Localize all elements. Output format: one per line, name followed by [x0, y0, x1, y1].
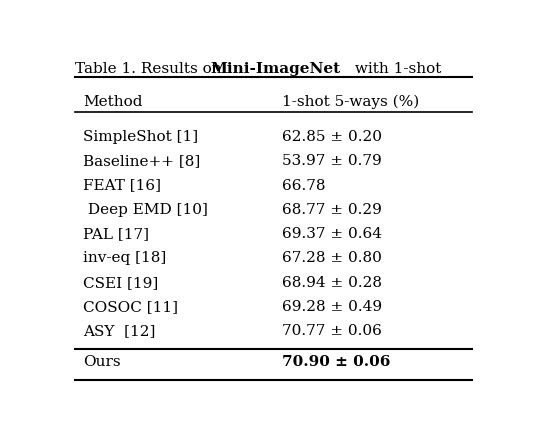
Text: 68.77 ± 0.29: 68.77 ± 0.29	[282, 203, 382, 217]
Text: SimpleShot [1]: SimpleShot [1]	[83, 130, 199, 144]
Text: FEAT [16]: FEAT [16]	[83, 178, 161, 193]
Text: 68.94 ± 0.28: 68.94 ± 0.28	[282, 276, 382, 290]
Text: COSOC [11]: COSOC [11]	[83, 300, 178, 314]
Text: ASY  [12]: ASY [12]	[83, 324, 156, 338]
Text: 66.78: 66.78	[282, 178, 325, 193]
Text: Ours: Ours	[83, 355, 121, 369]
Text: CSEI [19]: CSEI [19]	[83, 276, 159, 290]
Text: inv-eq [18]: inv-eq [18]	[83, 251, 167, 265]
Text: 1-shot 5-ways (%): 1-shot 5-ways (%)	[282, 95, 419, 109]
Text: PAL [17]: PAL [17]	[83, 227, 150, 241]
Text: Mini-ImageNet: Mini-ImageNet	[211, 62, 341, 76]
Text: 67.28 ± 0.80: 67.28 ± 0.80	[282, 251, 382, 265]
Text: Deep EMD [10]: Deep EMD [10]	[83, 203, 208, 217]
Text: 62.85 ± 0.20: 62.85 ± 0.20	[282, 130, 382, 144]
Text: 69.37 ± 0.64: 69.37 ± 0.64	[282, 227, 382, 241]
Text: with 1-shot: with 1-shot	[350, 62, 442, 76]
Text: 53.97 ± 0.79: 53.97 ± 0.79	[282, 154, 382, 168]
Text: 69.28 ± 0.49: 69.28 ± 0.49	[282, 300, 382, 314]
Text: 70.90 ± 0.06: 70.90 ± 0.06	[282, 355, 390, 369]
Text: 70.77 ± 0.06: 70.77 ± 0.06	[282, 324, 382, 338]
Text: Table 1. Results on: Table 1. Results on	[75, 62, 226, 76]
Text: Baseline++ [8]: Baseline++ [8]	[83, 154, 201, 168]
Text: Method: Method	[83, 95, 143, 109]
